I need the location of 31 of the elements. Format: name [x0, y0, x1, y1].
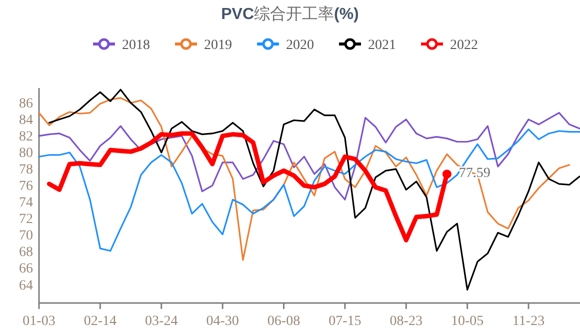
- legend-label: 2018: [122, 38, 150, 53]
- legend-label: 2022: [450, 38, 478, 53]
- x-tick-label: 03-24: [145, 314, 178, 329]
- line-series: [38, 128, 580, 252]
- x-tick-label: 06-08: [267, 314, 300, 329]
- y-tick-label: 86: [19, 96, 33, 112]
- y-tick-label: 80: [19, 146, 33, 161]
- legend-label: 2020: [286, 38, 314, 53]
- legend-label: 2021: [368, 38, 396, 53]
- y-tick-label: 70: [19, 228, 33, 244]
- y-tick-label: 68: [19, 245, 33, 260]
- legend-label: 2019: [204, 38, 232, 53]
- y-tick-label: 82: [19, 129, 33, 144]
- x-tick-label: 08-23: [390, 314, 422, 329]
- y-tick-label: 64: [19, 278, 33, 294]
- line-series: [48, 88, 580, 291]
- x-tick-label: 07-15: [328, 314, 362, 329]
- y-tick-label: 74: [19, 196, 33, 211]
- y-tick-label: 66: [19, 262, 33, 277]
- y-tick-label: 76: [19, 179, 33, 194]
- x-tick-label: 04-30: [206, 314, 239, 329]
- y-tick-label: 72: [19, 212, 33, 228]
- x-tick-label: 11-23: [512, 314, 545, 329]
- x-tick-label: 10-05: [450, 314, 484, 329]
- line-series: [38, 97, 570, 261]
- y-tick-label: 78: [19, 162, 33, 178]
- x-tick-label: 01-03: [22, 314, 56, 329]
- x-tick-label: 02-14: [84, 314, 117, 329]
- chart-title: PVC综合开工率(%): [221, 5, 359, 23]
- line-series: [38, 112, 580, 200]
- y-tick-label: 84: [19, 112, 33, 128]
